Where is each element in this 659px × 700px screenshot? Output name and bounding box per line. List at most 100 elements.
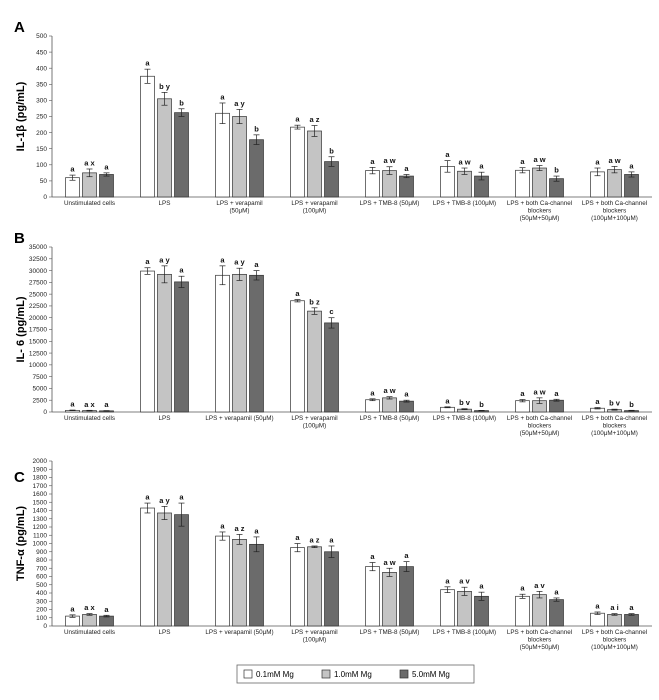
bar — [399, 566, 414, 627]
category-label: LPS + TMB-8 (100μM) — [433, 415, 496, 422]
y-tick-label: 10000 — [29, 362, 47, 369]
bar — [399, 175, 414, 198]
y-tick-label: 1500 — [33, 499, 48, 506]
y-tick-label: 400 — [36, 590, 47, 597]
significance-label: a — [479, 582, 484, 591]
significance-label: a z — [309, 535, 319, 544]
panel-B: B IL- 6 (pg/mL) 0 2500 5000 7500 10000 12500 150… — [14, 230, 652, 437]
category-label: LPS — [159, 415, 171, 422]
significance-label: a — [179, 493, 184, 502]
significance-label: a — [445, 150, 450, 159]
category-label: (50μM) — [229, 208, 249, 215]
bar — [232, 116, 247, 198]
significance-label: a — [445, 576, 450, 585]
y-tick-label: 7500 — [33, 374, 48, 381]
panel-letter: C — [14, 469, 25, 486]
category-label: blockers — [603, 423, 626, 430]
significance-label: a v — [534, 581, 545, 590]
significance-label: a — [220, 255, 225, 264]
y-tick-label: 500 — [36, 33, 47, 40]
significance-label: a — [370, 552, 375, 561]
significance-label: a w — [608, 156, 620, 165]
category-label: LPS + TMB-8 (50μM) — [360, 200, 420, 207]
y-tick-label: 0 — [43, 623, 47, 630]
bar — [440, 589, 455, 627]
bar — [99, 615, 114, 627]
y-tick-label: 2500 — [33, 397, 48, 404]
y-tick-label: 1300 — [33, 516, 48, 523]
category-label: LPS + both Ca-channel — [507, 629, 572, 636]
significance-label: a w — [383, 386, 395, 395]
category-label: (50μM+50μM) — [520, 430, 560, 437]
bar — [324, 551, 339, 627]
category-label: LPS + TMB-8 (100μM) — [433, 200, 496, 207]
bar — [532, 594, 547, 627]
bar — [307, 130, 322, 198]
y-axis-label: IL- 6 (pg/mL) — [15, 296, 27, 362]
significance-label: a — [595, 158, 600, 167]
significance-label: a z — [234, 524, 244, 533]
significance-label: a — [479, 162, 484, 171]
significance-label: b — [554, 166, 559, 175]
category-label: (100μM) — [303, 637, 327, 644]
category-label: (50μM+50μM) — [520, 215, 560, 222]
significance-label: a — [145, 493, 150, 502]
bar — [457, 590, 472, 627]
y-tick-label: 27500 — [29, 280, 47, 287]
y-tick-label: 100 — [36, 162, 47, 169]
category-label: LPS + verapamil — [291, 415, 337, 422]
significance-label: a w — [533, 155, 545, 164]
significance-label: a i — [610, 603, 618, 612]
bar — [607, 614, 622, 627]
significance-label: a — [145, 257, 150, 266]
y-tick-label: 900 — [36, 549, 47, 556]
bar — [590, 612, 605, 627]
y-tick-label: 12500 — [29, 350, 47, 357]
category-label: (100μM+100μM) — [591, 430, 638, 437]
significance-label: a — [629, 603, 634, 612]
category-label: blockers — [528, 208, 551, 215]
significance-label: a w — [383, 156, 395, 165]
significance-label: a — [295, 115, 300, 124]
category-label: LPS + both Ca-channel — [507, 415, 572, 422]
bar — [365, 399, 380, 413]
significance-label: b — [329, 146, 334, 155]
category-label: (100μM+100μM) — [591, 644, 638, 651]
category-label: LPS + both Ca-channel — [582, 200, 647, 207]
significance-label: a — [404, 390, 409, 399]
y-tick-label: 1200 — [33, 524, 48, 531]
y-tick-label: 1100 — [33, 532, 47, 539]
y-tick-label: 35000 — [29, 244, 47, 251]
significance-label: a — [70, 165, 75, 174]
category-label: blockers — [603, 208, 626, 215]
y-tick-label: 32500 — [29, 256, 47, 263]
y-tick-label: 150 — [36, 146, 47, 153]
y-tick-label: 300 — [36, 98, 47, 105]
bar — [249, 543, 264, 627]
bar — [365, 566, 380, 627]
category-label: (50μM+50μM) — [520, 644, 560, 651]
y-tick-label: 200 — [36, 130, 47, 137]
y-tick-label: 1900 — [33, 466, 48, 473]
bar — [249, 274, 264, 413]
y-tick-label: 30000 — [29, 268, 47, 275]
significance-label: a y — [159, 255, 170, 264]
y-tick-label: 20000 — [29, 315, 47, 322]
significance-label: a — [445, 396, 450, 405]
significance-label: a — [520, 157, 525, 166]
significance-label: a — [554, 389, 559, 398]
bar — [157, 98, 172, 198]
significance-label: a — [295, 533, 300, 542]
significance-label: b — [479, 400, 484, 409]
y-tick-label: 450 — [36, 49, 47, 56]
y-tick-label: 1700 — [33, 483, 48, 490]
bar — [140, 270, 155, 413]
bar — [157, 273, 172, 413]
y-tick-label: 15000 — [29, 338, 47, 345]
significance-label: a — [70, 604, 75, 613]
category-label: LPS + verapamil — [291, 200, 337, 207]
bar — [215, 274, 230, 413]
significance-label: a w — [458, 158, 470, 167]
bar — [174, 112, 189, 198]
category-label: LPS — [159, 629, 171, 636]
